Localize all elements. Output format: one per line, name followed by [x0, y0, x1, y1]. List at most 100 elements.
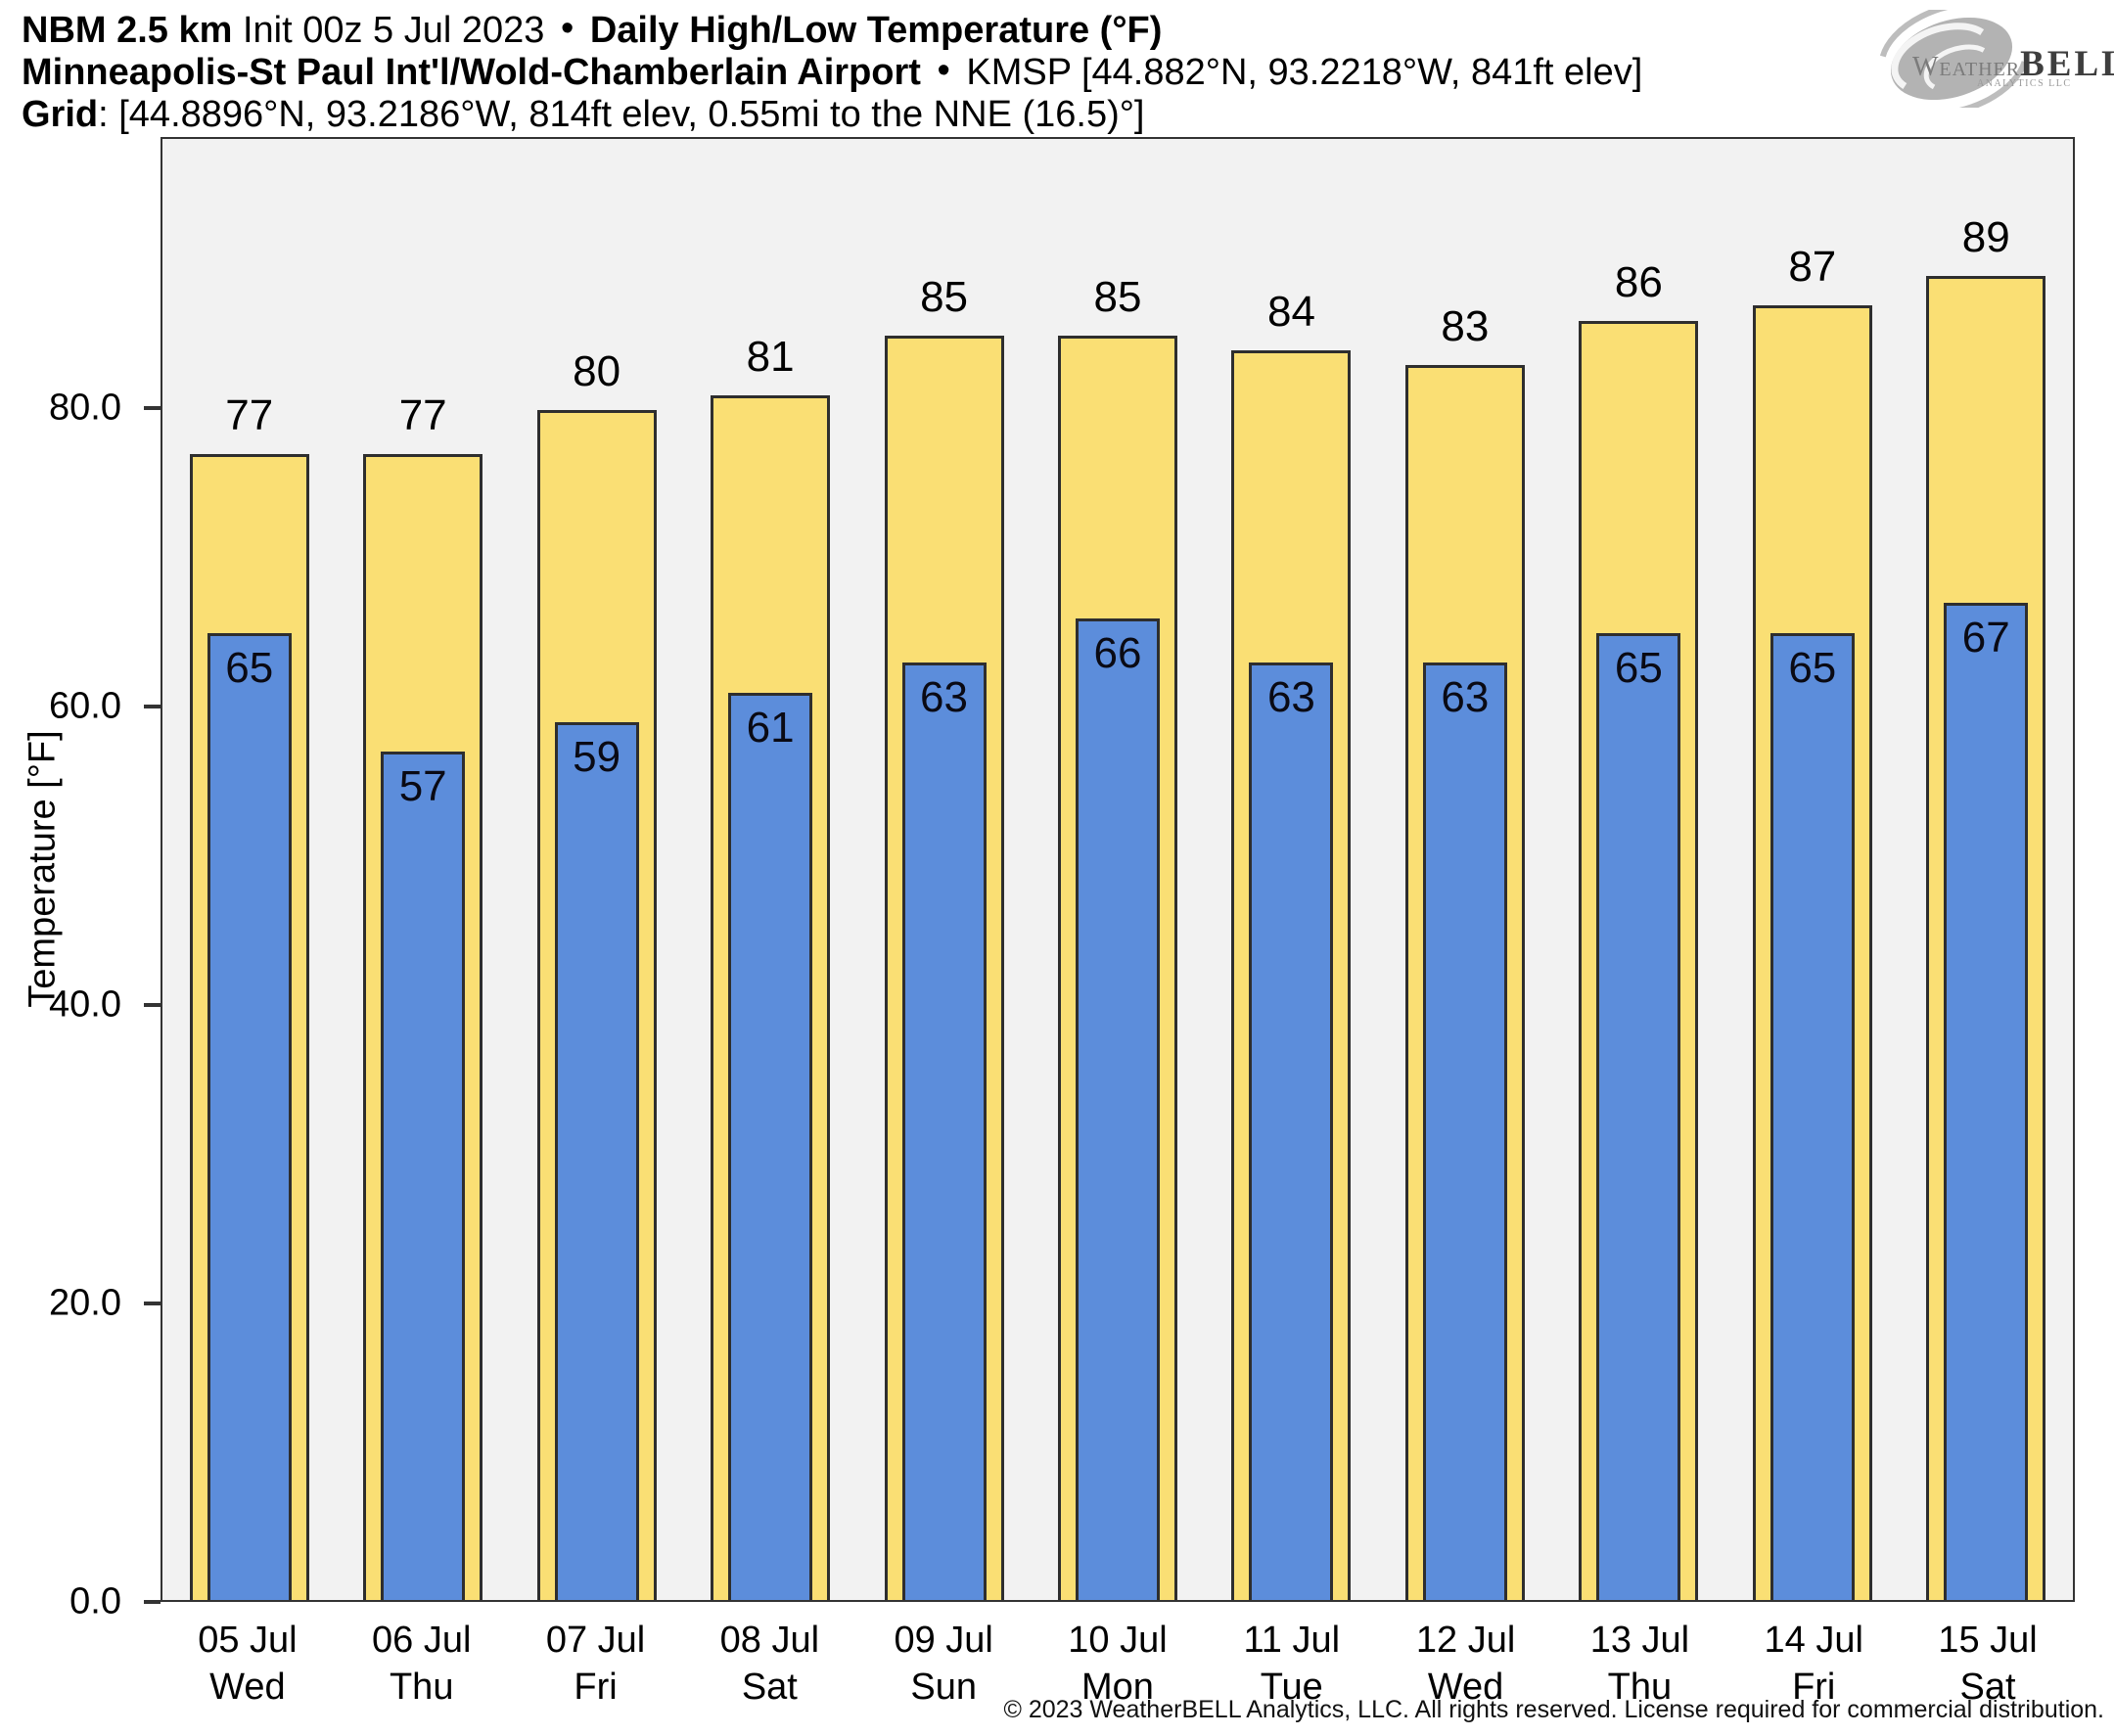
bar-group: 83 63: [1378, 139, 1551, 1600]
logo-bell-text: BELL: [2020, 44, 2114, 84]
y-tick-mark: [144, 1302, 161, 1306]
x-tick-date: 14 Jul: [1764, 1620, 1863, 1661]
bullet-separator: •: [560, 8, 574, 49]
low-value-label: 66: [1093, 628, 1142, 677]
x-tick-date: 07 Jul: [545, 1620, 646, 1661]
x-tick-weekday: Sun: [910, 1667, 977, 1708]
y-tick-mark: [144, 1003, 161, 1008]
low-temp-bar: 63: [1249, 662, 1334, 1600]
station-name: Minneapolis-St Paul Int'l/Wold-Chamberla…: [22, 52, 921, 93]
low-value-label: 63: [1266, 673, 1315, 722]
x-tick-label: 06 Jul Thu: [335, 1617, 509, 1711]
low-temp-bar: 57: [381, 752, 466, 1600]
low-value-label: 57: [398, 762, 447, 811]
x-tick-label: 12 Jul Wed: [1379, 1617, 1553, 1711]
y-tick-label: 20.0: [49, 1282, 121, 1324]
bar-group: 85 63: [857, 139, 1031, 1600]
x-tick-date: 05 Jul: [198, 1620, 298, 1661]
y-tick-label: 80.0: [49, 387, 121, 429]
x-tick-weekday: Fri: [1792, 1667, 1836, 1708]
bar-group: 77 65: [162, 139, 336, 1600]
low-temp-bar: 65: [1769, 632, 1855, 1600]
x-tick-date: 12 Jul: [1415, 1620, 1516, 1661]
copyright: © 2023 WeatherBELL Analytics, LLC. All r…: [1003, 1696, 2104, 1723]
low-temp-bar: 63: [901, 662, 987, 1600]
high-value-label: 85: [1093, 272, 1142, 321]
y-tick-mark: [144, 705, 161, 709]
low-temp-bar: 66: [1075, 617, 1160, 1600]
bar-group: 89 67: [1900, 139, 2073, 1600]
low-value-label: 65: [1614, 643, 1663, 692]
x-tick-weekday: Thu: [1607, 1667, 1673, 1708]
x-tick-weekday: Wed: [209, 1667, 286, 1708]
x-tick-label: 08 Jul Sat: [682, 1617, 856, 1711]
low-temp-bar: 67: [1944, 603, 2029, 1600]
low-temp-bar: 65: [1596, 632, 1681, 1600]
x-tick-label: 13 Jul Thu: [1553, 1617, 1727, 1711]
high-value-label: 83: [1441, 302, 1490, 351]
chart-header: NBM 2.5 km Init 00z 5 Jul 2023 • Daily H…: [22, 8, 1643, 136]
bar-group: 80 59: [510, 139, 683, 1600]
y-tick-label: 60.0: [49, 685, 121, 727]
low-value-label: 65: [225, 643, 274, 692]
x-tick-label: 05 Jul Wed: [161, 1617, 335, 1711]
high-value-label: 84: [1266, 287, 1315, 336]
y-tick-label: 40.0: [49, 983, 121, 1026]
x-tick-date: 11 Jul: [1243, 1620, 1341, 1661]
low-value-label: 61: [746, 703, 795, 752]
low-value-label: 63: [920, 673, 968, 722]
x-tick-date: 06 Jul: [372, 1620, 472, 1661]
weatherbell-logo: WeatherBELL Analytics LLC: [1875, 10, 2114, 108]
model-name: NBM 2.5 km: [22, 10, 233, 51]
x-tick-weekday: Thu: [389, 1667, 454, 1708]
low-temp-bar: 65: [207, 632, 292, 1600]
x-tick-date: 15 Jul: [1938, 1620, 2038, 1661]
bar-group: 81 61: [683, 139, 856, 1600]
high-value-label: 89: [1961, 212, 2010, 261]
low-value-label: 67: [1961, 614, 2010, 662]
high-value-label: 87: [1788, 243, 1837, 292]
x-tick-date: 13 Jul: [1589, 1620, 1690, 1661]
bar-group: 87 65: [1725, 139, 1899, 1600]
bar-group: 84 63: [1205, 139, 1378, 1600]
y-tick-mark: [144, 1600, 161, 1604]
low-value-label: 63: [1441, 673, 1490, 722]
high-value-label: 80: [573, 346, 621, 395]
x-tick-weekday: Wed: [1427, 1667, 1504, 1708]
title-line-1: NBM 2.5 km Init 00z 5 Jul 2023 • Daily H…: [22, 8, 1642, 52]
y-tick-mark: [144, 406, 161, 411]
x-tick-weekday: Fri: [574, 1667, 618, 1708]
low-value-label: 65: [1788, 643, 1837, 692]
product-title: Daily High/Low Temperature (°F): [589, 10, 1163, 51]
x-tick-date: 10 Jul: [1068, 1620, 1168, 1661]
station-meta: KMSP [44.882°N, 93.2218°W, 841ft elev]: [966, 52, 1643, 93]
x-tick-weekday: Sat: [741, 1667, 798, 1708]
low-temp-bar: 61: [728, 692, 813, 1600]
high-value-label: 86: [1614, 257, 1663, 306]
x-tick-label: 07 Jul Fri: [509, 1617, 683, 1711]
bullet-separator: •: [937, 50, 950, 91]
x-tick-weekday: Mon: [1081, 1667, 1154, 1708]
bar-group: 85 66: [1031, 139, 1204, 1600]
bar-group: 86 65: [1552, 139, 1725, 1600]
grid-meta: : [44.8896°N, 93.2186°W, 814ft elev, 0.5…: [98, 94, 1145, 135]
x-tick-label: 10 Jul Mon: [1031, 1617, 1205, 1711]
x-tick-date: 09 Jul: [894, 1620, 993, 1661]
y-axis: 0.0 20.0 40.0 60.0 80.0: [0, 137, 161, 1622]
high-value-label: 77: [398, 391, 447, 440]
x-axis: 05 Jul Wed 06 Jul Thu 07 Jul Fri 08 Jul Sat 09 J…: [161, 1617, 2075, 1711]
logo-subtitle: Analytics LLC: [1977, 78, 2072, 89]
plot-area: 77 65 77 57 80 59 81 61 85 63 85 66 84 63 83 63 86 65 87 65…: [161, 137, 2075, 1602]
low-temp-bar: 63: [1422, 662, 1507, 1600]
low-temp-bar: 59: [554, 722, 639, 1600]
title-line-3: Grid: [44.8896°N, 93.2186°W, 814ft elev,…: [22, 94, 1642, 136]
x-tick-label: 09 Jul Sun: [856, 1617, 1031, 1711]
x-tick-label: 11 Jul Tue: [1205, 1617, 1379, 1711]
high-value-label: 85: [920, 272, 969, 321]
hurricane-swirl-icon: [1879, 10, 2028, 108]
x-tick-label: 15 Jul Sat: [1901, 1617, 2075, 1711]
x-tick-date: 08 Jul: [719, 1620, 820, 1661]
x-tick-weekday: Tue: [1260, 1667, 1323, 1708]
title-line-2: Minneapolis-St Paul Int'l/Wold-Chamberla…: [22, 50, 1643, 94]
init-time: Init 00z 5 Jul 2023: [242, 10, 545, 51]
